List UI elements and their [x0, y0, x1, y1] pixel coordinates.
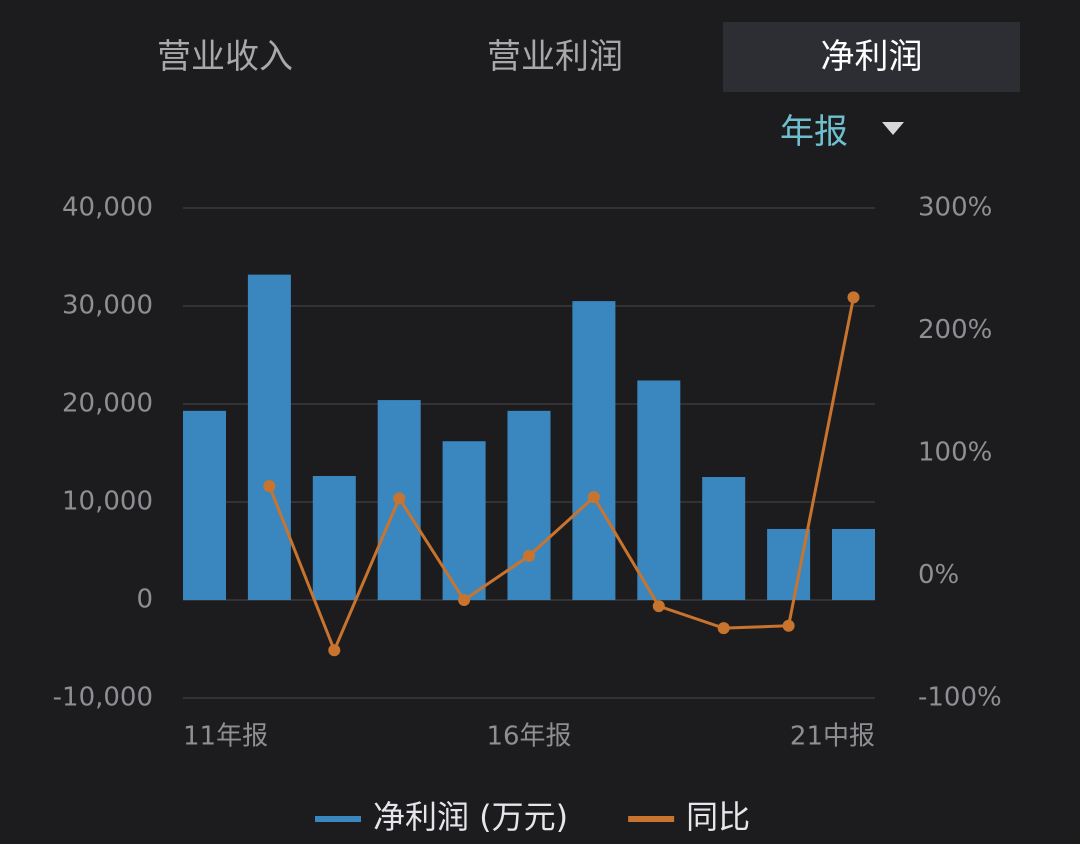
y2-tick-label: 0%	[918, 560, 959, 590]
point	[393, 492, 406, 505]
tab[interactable]: 营业利润	[487, 37, 623, 77]
y2-tick-label: 200%	[918, 315, 992, 345]
point	[652, 600, 665, 613]
point	[263, 480, 276, 493]
y-tick-label: 30,000	[62, 291, 153, 321]
legend-swatch	[628, 816, 675, 822]
tab-selected[interactable]: 净利润	[723, 22, 1020, 92]
bar	[702, 477, 746, 600]
dropdown-caret[interactable]	[882, 122, 904, 136]
point	[458, 594, 471, 606]
x-tick-label: 21中报	[790, 722, 875, 752]
legend-label: 净利润 (万元)	[373, 798, 568, 836]
point	[328, 644, 341, 657]
point	[847, 291, 860, 304]
bar	[183, 410, 226, 600]
y-tick-label: 0	[136, 585, 153, 615]
y-tick-label: 20,000	[62, 389, 153, 419]
legend-label: 同比	[686, 798, 750, 836]
bar	[832, 528, 875, 600]
bar	[767, 528, 811, 600]
y2-tick-label: 300%	[918, 193, 992, 223]
point	[587, 491, 600, 504]
period-selector[interactable]: 年报	[780, 112, 848, 152]
y-tick-label: 10,000	[62, 487, 153, 517]
x-tick-label: 16年报	[486, 722, 571, 752]
tab[interactable]: 营业收入	[157, 37, 293, 77]
y2-tick-label: -100%	[918, 683, 1002, 713]
legend-swatch	[315, 816, 361, 822]
y-tick-label: 40,000	[62, 193, 153, 223]
point	[717, 622, 730, 635]
bar	[312, 476, 356, 600]
y-tick-label: -10,000	[53, 683, 153, 713]
bar	[637, 380, 681, 600]
line	[268, 297, 855, 655]
bar	[507, 410, 551, 600]
bar	[572, 301, 616, 600]
x-tick-label: 11年报	[183, 722, 268, 752]
bar	[247, 274, 291, 600]
y2-tick-label: 100%	[918, 438, 992, 468]
point	[782, 619, 795, 632]
bar	[442, 441, 486, 600]
point	[523, 549, 535, 562]
